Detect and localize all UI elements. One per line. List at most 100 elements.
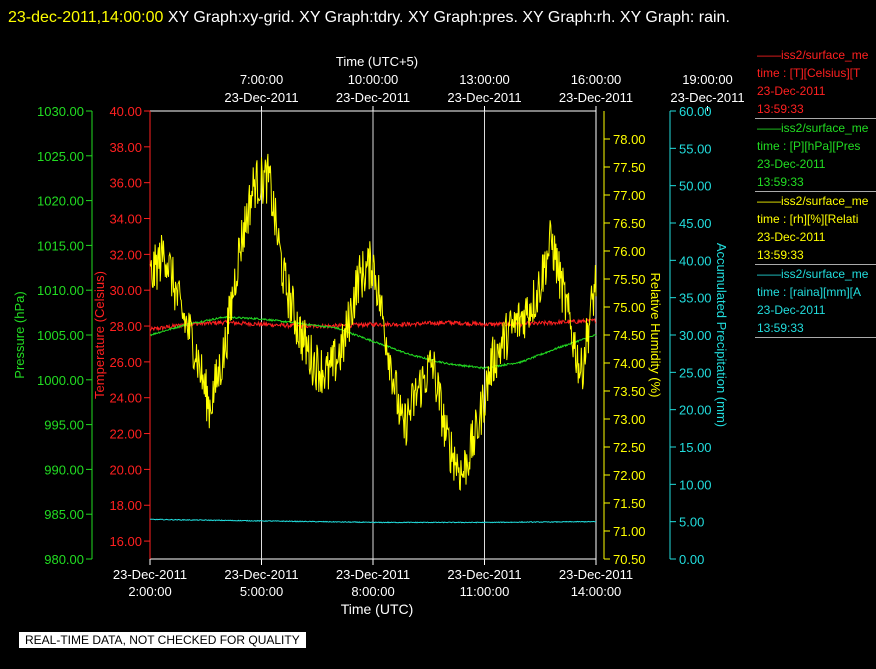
precip-axis-tick-label: 50.00	[679, 179, 712, 194]
rh-axis-tick-label: 71.50	[613, 496, 646, 511]
legend-date: 23-Dec-2011	[757, 157, 826, 171]
legend-field: time : [rh][%][Relati	[757, 212, 859, 226]
top-tick-date: 23-Dec-2011	[224, 90, 298, 105]
precip-axis-tick-label: 0.00	[679, 552, 704, 567]
precip-axis-tick-label: 35.00	[679, 291, 712, 306]
legend-field: time : [T][Celsius][T	[757, 66, 861, 80]
x-tick-date: 23-Dec-2011	[336, 567, 410, 582]
legend-time: 13:59:33	[757, 248, 804, 262]
precip-axis-tick-label: 5.00	[679, 515, 704, 530]
header-graph-list: XY Graph:xy-grid. XY Graph:tdry. XY Grap…	[163, 9, 730, 26]
precip-axis-tick-label: 20.00	[679, 403, 712, 418]
top-tick-date: 23-Dec-2011	[447, 90, 521, 105]
rh-axis-tick-label: 74.50	[613, 328, 646, 343]
precip-axis-tick-label: 40.00	[679, 253, 712, 268]
rh-axis-tick-label: 71.00	[613, 524, 646, 539]
temperature-axis-tick-label: 26.00	[109, 355, 142, 370]
x-tick-date: 23-Dec-2011	[224, 567, 298, 582]
legend-separator	[755, 337, 876, 338]
pressure-axis-tick-label: 995.00	[44, 418, 84, 433]
rh-axis-tick-label: 77.00	[613, 188, 646, 203]
legend-date: 23-Dec-2011	[757, 230, 826, 244]
legend-separator	[755, 191, 876, 192]
legend-name: ——iss2/surface_me	[757, 194, 869, 208]
pressure-axis-tick-label: 1020.00	[37, 194, 84, 209]
pressure-axis-tick-label: 1005.00	[37, 328, 84, 343]
legend-entry: ——iss2/surface_me time : [T][Celsius][T 23…	[757, 46, 876, 118]
legend-name: ——iss2/surface_me	[757, 121, 869, 135]
legend-date: 23-Dec-2011	[757, 84, 826, 98]
pressure-axis-tick-label: 1025.00	[37, 149, 84, 164]
x-tick-date: 23-Dec-2011	[113, 567, 187, 582]
temperature-axis-tick-label: 22.00	[109, 427, 142, 442]
rh-axis-tick-label: 75.00	[613, 300, 646, 315]
legend-field: time : [raina][mm][A	[757, 285, 862, 299]
pressure-axis-tick-label: 1015.00	[37, 238, 84, 253]
rh-axis-tick-label: 72.00	[613, 468, 646, 483]
precip-axis-tick-label: 15.00	[679, 440, 712, 455]
legend-time: 13:59:33	[757, 175, 804, 189]
precip-axis-tick-label: 60.00	[679, 104, 712, 119]
pressure-axis-tick-label: 1000.00	[37, 373, 84, 388]
x-tick-time: 8:00:00	[351, 584, 394, 599]
top-tick-time: 16:00:00	[571, 72, 622, 87]
pressure-axis-label: Pressure (hPa)	[12, 291, 27, 378]
series-line	[149, 518, 597, 524]
temperature-axis-tick-label: 16.00	[109, 534, 142, 549]
legend-field: time : [P][hPa][Pres	[757, 139, 861, 153]
temperature-axis-label: Temperature (Celsius)	[92, 271, 107, 399]
temperature-axis-tick-label: 38.00	[109, 140, 142, 155]
top-tick-time: 19:00:00	[682, 72, 733, 87]
top-tick-time: 13:00:00	[459, 72, 510, 87]
precip-axis-tick-label: 25.00	[679, 365, 712, 380]
x-axis-label: Time (UTC)	[341, 601, 414, 617]
precip-axis-tick-label: 10.00	[679, 477, 712, 492]
pressure-axis-tick-label: 1010.00	[37, 283, 84, 298]
legend-separator	[755, 118, 876, 119]
precip-axis-label: Accumulated Precipitation (mm)	[714, 243, 729, 427]
temperature-axis-tick-label: 24.00	[109, 391, 142, 406]
precip-axis-tick-label: 45.00	[679, 216, 712, 231]
xy-chart: 23-Dec-2011 2:00:00 23-Dec-2011 5:00:00 23-D…	[12, 54, 745, 617]
temperature-axis-tick-label: 34.00	[109, 212, 142, 227]
temperature-axis-tick-label: 28.00	[109, 319, 142, 334]
chart-header: 23-dec-2011,14:00:00 XY Graph:xy-grid. X…	[8, 3, 868, 32]
precip-axis-tick-label: 30.00	[679, 328, 712, 343]
temperature-axis-tick-label: 32.00	[109, 247, 142, 262]
temperature-axis-tick-label: 36.00	[109, 176, 142, 191]
temperature-axis-tick-label: 20.00	[109, 462, 142, 477]
x-tick-time: 14:00:00	[571, 584, 622, 599]
legend-time: 13:59:33	[757, 321, 804, 335]
temperature-axis-tick-label: 18.00	[109, 498, 142, 513]
rh-axis-tick-label: 74.00	[613, 356, 646, 371]
rh-axis-tick-label: 72.50	[613, 440, 646, 455]
rh-axis-tick-label: 73.50	[613, 384, 646, 399]
pressure-axis-tick-label: 985.00	[44, 507, 84, 522]
rh-axis-tick-label: 73.00	[613, 412, 646, 427]
x-tick-time: 11:00:00	[460, 584, 510, 599]
top-tick-time: 10:00:00	[348, 72, 399, 87]
rh-axis-tick-label: 76.00	[613, 244, 646, 259]
quality-note: REAL-TIME DATA, NOT CHECKED FOR QUALITY	[19, 632, 306, 648]
rh-axis-tick-label: 77.50	[613, 160, 646, 175]
top-tick-date: 23-Dec-2011	[670, 90, 744, 105]
temperature-axis-tick-label: 30.00	[109, 283, 142, 298]
precip-axis-tick-label: 55.00	[679, 141, 712, 156]
top-tick-date: 23-Dec-2011	[559, 90, 633, 105]
series-line	[149, 315, 597, 370]
temperature-axis-tick-label: 40.00	[109, 104, 142, 119]
legend-name: ——iss2/surface_me	[757, 267, 869, 281]
pressure-axis-tick-label: 990.00	[44, 462, 84, 477]
header-timestamp: 23-dec-2011,14:00:00	[8, 9, 164, 26]
legend-time: 13:59:33	[757, 102, 804, 116]
rh-axis-tick-label: 76.50	[613, 216, 646, 231]
legend-date: 23-Dec-2011	[757, 303, 826, 317]
x-tick-time: 2:00:00	[128, 584, 171, 599]
rh-axis-tick-label: 78.00	[613, 132, 646, 147]
series-line	[149, 153, 597, 491]
x-tick-date: 23-Dec-2011	[559, 567, 633, 582]
rh-axis-tick-label: 70.50	[613, 552, 646, 567]
